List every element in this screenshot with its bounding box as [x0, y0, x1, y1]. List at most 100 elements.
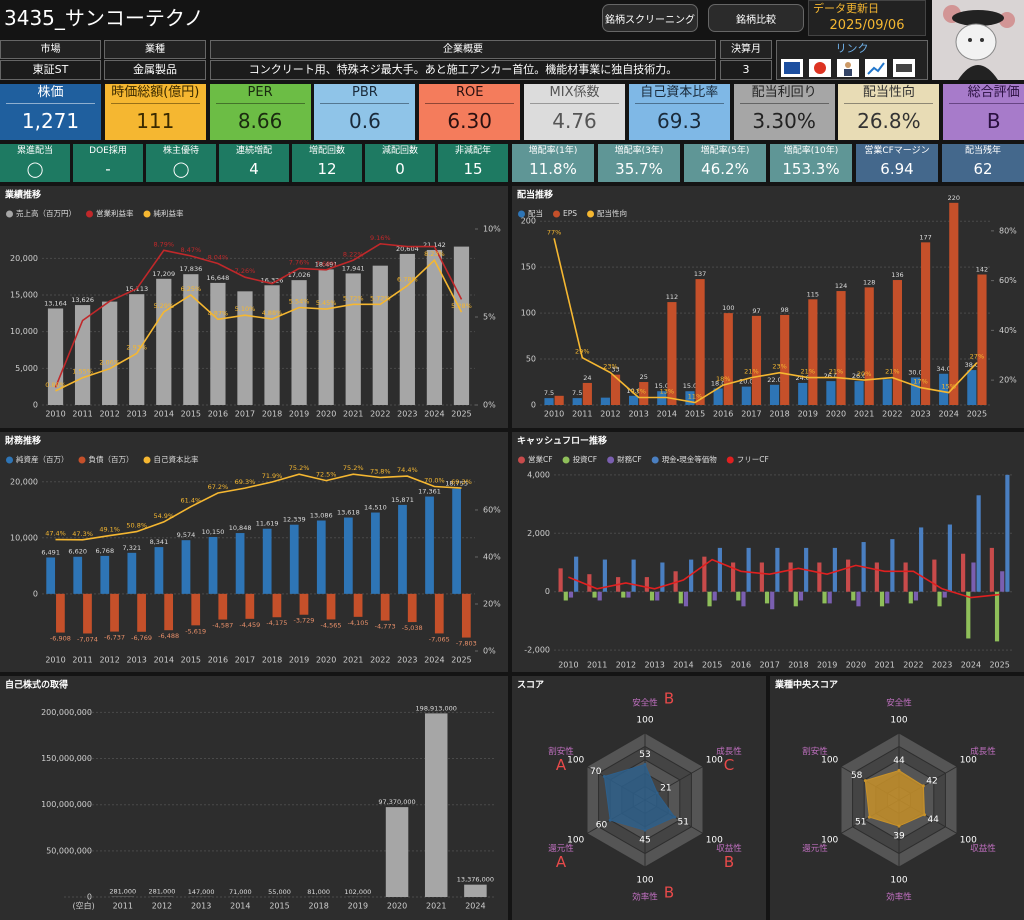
bar	[759, 562, 764, 592]
x-tick-label: 2023	[397, 410, 417, 419]
y-tick-label: 100	[521, 309, 536, 318]
metric-label: 増配率(1年)	[528, 146, 578, 156]
bar	[452, 488, 461, 594]
x-tick-label: 2011	[72, 656, 92, 665]
data-label: 6,768	[95, 547, 114, 555]
legend-swatch	[607, 456, 615, 464]
x-tick-label: 2025	[451, 410, 471, 419]
radar-point	[897, 769, 901, 773]
metric-tile: 連続増配 4	[219, 144, 289, 182]
x-tick-label: 2012	[99, 656, 119, 665]
links-cell: リンク	[776, 40, 928, 80]
kpi-value: 1,271	[21, 109, 80, 133]
x-tick-label: 2016	[713, 410, 733, 419]
x-tick-label: 2018	[262, 410, 282, 419]
bar	[780, 314, 790, 405]
bar	[343, 517, 353, 594]
data-label: 198,913,000	[416, 704, 457, 712]
kpi-label: 配当性向	[862, 85, 915, 100]
bar	[156, 278, 172, 405]
y-tick-label: 100,000,000	[41, 800, 92, 809]
radar-value: 58	[851, 771, 863, 781]
bar	[655, 591, 660, 601]
data-label: 7.68%	[316, 260, 337, 268]
data-label: 11,619	[256, 520, 279, 528]
metric-tile: DOE採用 -	[73, 144, 143, 182]
legend-label: 負債（百万）	[89, 454, 134, 464]
bar	[602, 559, 607, 592]
data-label: 20.0	[739, 378, 753, 386]
chart-title: 自己株式の取得	[5, 679, 68, 691]
metric-label: 累進配当	[16, 146, 53, 156]
kpi-card: 時価総額(億円) 111	[104, 84, 206, 140]
x-tick-label: 2021	[854, 410, 874, 419]
x-tick-label: 2019	[798, 410, 818, 419]
bar	[882, 379, 892, 405]
bar	[318, 269, 334, 405]
metric-tile: 増配率(10年) 153.3%	[770, 144, 852, 182]
x-tick-label: 2016	[731, 661, 751, 670]
screening-button[interactable]: 銘柄スクリーニング	[602, 4, 698, 32]
bar	[621, 591, 626, 598]
bar	[851, 591, 856, 601]
data-label: 97,370,000	[378, 798, 415, 806]
bar	[316, 520, 326, 594]
x-tick-label: 2019	[348, 902, 368, 911]
bar	[262, 528, 272, 594]
x-tick-label: 2018	[788, 661, 808, 670]
data-label: 10,848	[229, 524, 252, 532]
data-label: 8.22%	[343, 250, 364, 258]
data-label: 75.2%	[343, 464, 364, 472]
bar	[713, 388, 723, 405]
data-label: 13,086	[310, 512, 333, 520]
radar-value: 51	[855, 818, 866, 828]
x-tick-label: 2017	[759, 661, 779, 670]
bar	[289, 524, 299, 594]
data-label: 112	[666, 293, 678, 301]
radar-point	[643, 828, 647, 832]
kpi-card: 配当利回り 3.30%	[733, 84, 835, 140]
bar	[921, 242, 931, 405]
x-tick-label: 2012	[152, 902, 172, 911]
bar	[245, 593, 255, 619]
update-label: データ更新日	[813, 2, 879, 15]
radar-tick-label: 100	[567, 836, 584, 846]
x-tick-label: 2011	[72, 410, 92, 419]
legend-label: 営業CF	[528, 454, 553, 464]
radar-tick-label: 100	[890, 876, 907, 886]
chart-title: スコア	[517, 680, 544, 691]
compare-button[interactable]: 銘柄比較	[708, 4, 804, 32]
y-tick-label: 0	[545, 587, 550, 596]
update-date: 2025/09/06	[829, 18, 905, 33]
bar	[46, 557, 56, 594]
x-tick-label: 2021	[343, 410, 363, 419]
bar	[434, 593, 444, 634]
bar	[398, 504, 407, 594]
link-icon[interactable]	[865, 59, 887, 77]
data-label: 13,164	[44, 299, 67, 307]
data-label: 6,620	[68, 548, 87, 556]
bar	[685, 391, 695, 405]
metric-value: 153.3%	[782, 160, 840, 178]
bar	[129, 294, 145, 405]
bar	[574, 556, 579, 592]
x-tick-label: 2024	[424, 410, 444, 419]
bar	[723, 313, 733, 405]
data-label: 13%	[660, 388, 674, 396]
data-label: 13,618	[337, 509, 360, 517]
summary-header: 企業概要	[210, 40, 716, 59]
kpi-label: 時価総額(億円)	[111, 85, 200, 100]
bar	[100, 555, 110, 594]
industry-value: 金属製品	[104, 60, 206, 80]
legend-label: 営業利益率	[96, 208, 134, 218]
bar	[639, 382, 649, 405]
data-label: 71,000	[229, 888, 252, 896]
bar	[769, 384, 780, 405]
bar	[237, 291, 253, 405]
data-label: 21%	[744, 368, 758, 376]
bar	[1000, 571, 1005, 592]
metric-label: 配当残年	[964, 146, 1001, 156]
bar	[464, 884, 487, 897]
data-label: 24	[583, 374, 591, 382]
